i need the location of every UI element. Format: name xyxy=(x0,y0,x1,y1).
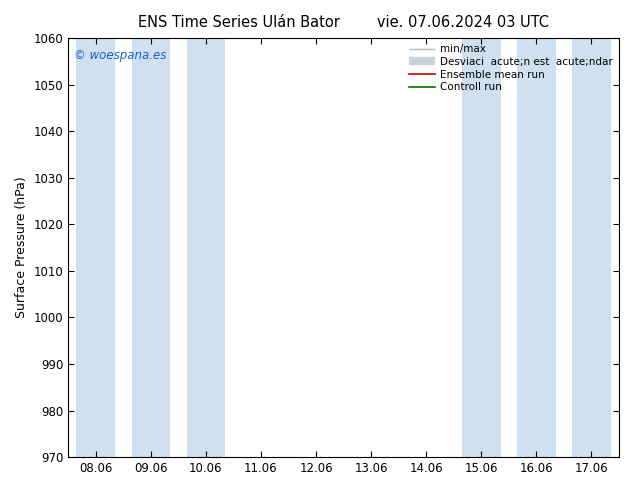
Legend: min/max, Desviaci  acute;n est  acute;ndar, Ensemble mean run, Controll run: min/max, Desviaci acute;n est acute;ndar… xyxy=(408,43,614,93)
Bar xyxy=(462,38,501,457)
Bar xyxy=(186,38,225,457)
Bar xyxy=(517,38,555,457)
Bar xyxy=(131,38,170,457)
Title: ENS Time Series Ulán Bator        vie. 07.06.2024 03 UTC: ENS Time Series Ulán Bator vie. 07.06.20… xyxy=(138,15,549,30)
Text: © woespana.es: © woespana.es xyxy=(74,49,166,62)
Bar xyxy=(77,38,115,457)
Y-axis label: Surface Pressure (hPa): Surface Pressure (hPa) xyxy=(15,177,28,318)
Bar xyxy=(572,38,611,457)
